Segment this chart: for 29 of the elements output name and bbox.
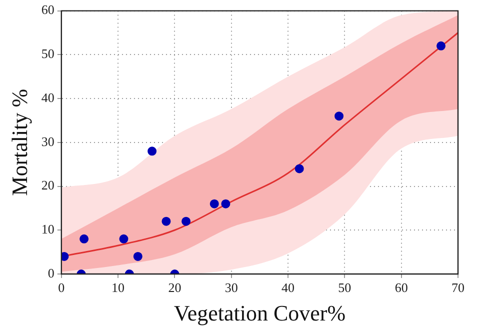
- point: [133, 252, 142, 261]
- y-axis-title: Mortality %: [6, 88, 32, 196]
- y-tick-label: 0: [48, 265, 54, 280]
- point: [119, 234, 128, 244]
- x-tick-label: 70: [452, 280, 464, 296]
- point: [294, 164, 304, 174]
- x-tick-label: 10: [112, 280, 125, 296]
- point: [162, 216, 171, 226]
- x-tick-label: 40: [282, 280, 295, 296]
- y-tick-label: 50: [41, 46, 54, 62]
- x-tick-label: 30: [224, 280, 238, 296]
- x-tick-label: 50: [338, 280, 352, 296]
- y-tick-label: 10: [41, 222, 54, 237]
- point: [221, 199, 230, 208]
- y-tick-label: 20: [41, 178, 54, 193]
- x-tick-label: 20: [168, 280, 182, 296]
- point: [148, 146, 157, 156]
- point: [61, 252, 69, 261]
- x-tick-label: 0: [58, 280, 65, 296]
- point: [182, 216, 191, 226]
- y-tick-label: 40: [41, 90, 54, 105]
- point: [210, 199, 219, 208]
- y-tick-label: 30: [41, 134, 54, 149]
- x-axis-title: Vegetation Cover%: [174, 300, 346, 326]
- point: [80, 234, 89, 244]
- y-tick-label: 60: [41, 2, 54, 18]
- x-tick-label: 60: [394, 280, 408, 296]
- point: [436, 41, 446, 50]
- point: [334, 112, 344, 121]
